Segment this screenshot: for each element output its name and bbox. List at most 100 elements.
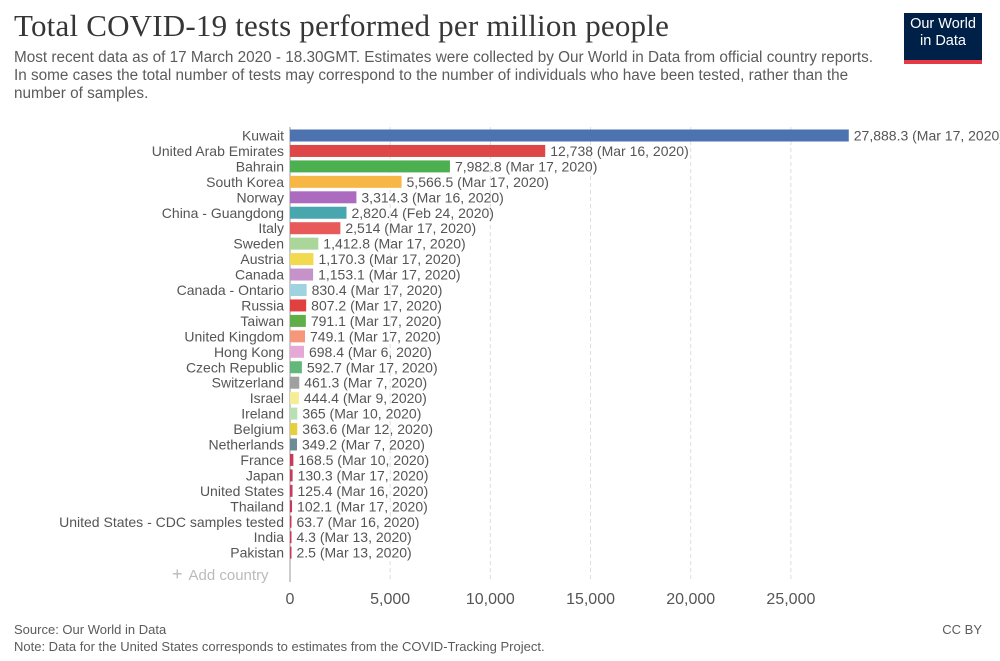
bar[interactable] bbox=[290, 175, 402, 188]
category-label: Austria bbox=[240, 251, 284, 267]
value-label: 5,566.5 (Mar 17, 2020) bbox=[407, 174, 549, 190]
category-label: Norway bbox=[237, 189, 284, 205]
bar[interactable] bbox=[290, 299, 307, 312]
bar[interactable] bbox=[290, 438, 297, 451]
bar[interactable] bbox=[290, 423, 298, 436]
category-label: Belgium bbox=[233, 421, 284, 437]
bar[interactable] bbox=[290, 160, 450, 173]
x-tick-label: 0 bbox=[286, 591, 295, 608]
value-label: 444.4 (Mar 9, 2020) bbox=[304, 390, 427, 406]
chart-subtitle: Most recent data as of 17 March 2020 - 1… bbox=[14, 49, 873, 102]
category-label: United States bbox=[200, 483, 284, 499]
add-country-button[interactable]: + Add country bbox=[172, 564, 269, 585]
category-label: Bahrain bbox=[236, 158, 284, 174]
category-label: China - Guangdong bbox=[162, 205, 284, 221]
bar[interactable] bbox=[290, 206, 347, 219]
value-label: 698.4 (Mar 6, 2020) bbox=[309, 344, 432, 360]
bar[interactable] bbox=[290, 407, 298, 420]
bar[interactable] bbox=[290, 191, 357, 204]
license-link[interactable]: CC BY bbox=[942, 622, 982, 637]
category-label: Canada bbox=[235, 267, 284, 283]
value-label: 7,982.8 (Mar 17, 2020) bbox=[455, 158, 597, 174]
plus-icon: + bbox=[172, 564, 183, 584]
bar[interactable] bbox=[290, 453, 294, 466]
bar[interactable] bbox=[290, 284, 307, 296]
bar[interactable] bbox=[290, 129, 849, 142]
bar[interactable] bbox=[290, 392, 299, 405]
value-labels: 27,888.3 (Mar 17, 2020) 12,738 (Mar 16, 2… bbox=[297, 128, 1000, 561]
owid-logo[interactable]: Our World in Data bbox=[904, 13, 982, 64]
category-label: United Kingdom bbox=[184, 328, 284, 344]
value-label: 4.3 (Mar 13, 2020) bbox=[297, 529, 412, 545]
bar[interactable] bbox=[290, 546, 292, 559]
x-tick-label: 20,000 bbox=[666, 591, 715, 608]
chart-title: Total COVID-19 tests performed per milli… bbox=[14, 8, 670, 43]
category-label: Ireland bbox=[241, 406, 284, 422]
bar[interactable] bbox=[290, 361, 302, 374]
value-label: 1,170.3 (Mar 17, 2020) bbox=[318, 251, 460, 267]
value-label: 125.4 (Mar 16, 2020) bbox=[298, 483, 429, 499]
source-note: Source: Our World in Data bbox=[14, 622, 167, 637]
category-label: Netherlands bbox=[209, 437, 285, 453]
value-label: 461.3 (Mar 7, 2020) bbox=[304, 375, 427, 391]
bar[interactable] bbox=[290, 253, 314, 266]
value-label: 365 (Mar 10, 2020) bbox=[302, 406, 421, 422]
bar[interactable] bbox=[290, 268, 314, 281]
category-label: Pakistan bbox=[230, 545, 284, 561]
value-label: 363.6 (Mar 12, 2020) bbox=[302, 421, 433, 437]
bar[interactable] bbox=[290, 314, 306, 327]
category-label: Czech Republic bbox=[186, 359, 284, 375]
value-label: 168.5 (Mar 10, 2020) bbox=[298, 452, 429, 468]
logo-line-2: in Data bbox=[920, 33, 966, 49]
category-label: South Korea bbox=[206, 174, 284, 190]
value-label: 2,820.4 (Feb 24, 2020) bbox=[352, 205, 494, 221]
bars bbox=[290, 129, 849, 559]
value-label: 749.1 (Mar 17, 2020) bbox=[310, 328, 441, 344]
category-label: United States - CDC samples tested bbox=[59, 514, 284, 530]
bar[interactable] bbox=[290, 376, 300, 389]
value-label: 830.4 (Mar 17, 2020) bbox=[312, 282, 443, 298]
x-tick-label: 25,000 bbox=[766, 591, 815, 608]
category-label: Switzerland bbox=[212, 375, 284, 391]
add-country-label: Add country bbox=[188, 567, 269, 584]
category-label: India bbox=[254, 529, 285, 545]
category-label: Kuwait bbox=[242, 128, 284, 144]
value-label: 63.7 (Mar 16, 2020) bbox=[297, 514, 420, 530]
value-label: 592.7 (Mar 17, 2020) bbox=[307, 359, 438, 375]
footnote: Note: Data for the United States corresp… bbox=[14, 639, 545, 654]
category-label: United Arab Emirates bbox=[152, 143, 284, 159]
value-label: 1,412.8 (Mar 17, 2020) bbox=[323, 236, 465, 252]
value-label: 807.2 (Mar 17, 2020) bbox=[311, 297, 442, 313]
value-label: 3,314.3 (Mar 16, 2020) bbox=[361, 189, 503, 205]
category-label: Thailand bbox=[230, 498, 284, 514]
value-label: 130.3 (Mar 17, 2020) bbox=[298, 467, 429, 483]
bar[interactable] bbox=[290, 469, 293, 482]
value-label: 1,153.1 (Mar 17, 2020) bbox=[318, 267, 460, 283]
category-label: Taiwan bbox=[240, 313, 284, 329]
bar[interactable] bbox=[290, 531, 292, 544]
value-label: 102.1 (Mar 17, 2020) bbox=[297, 498, 428, 514]
value-label: 12,738 (Mar 16, 2020) bbox=[550, 143, 689, 159]
value-label: 2.5 (Mar 13, 2020) bbox=[297, 545, 412, 561]
bar[interactable] bbox=[290, 515, 292, 528]
bar[interactable] bbox=[290, 330, 306, 343]
bar[interactable] bbox=[290, 500, 293, 513]
category-label: Italy bbox=[258, 220, 284, 236]
x-tick-label: 10,000 bbox=[466, 591, 515, 608]
bar[interactable] bbox=[290, 144, 546, 157]
value-label: 791.1 (Mar 17, 2020) bbox=[311, 313, 442, 329]
value-label: 2,514 (Mar 17, 2020) bbox=[345, 220, 476, 236]
x-tick-label: 15,000 bbox=[566, 591, 615, 608]
logo-line-1: Our World bbox=[910, 16, 976, 32]
value-label: 349.2 (Mar 7, 2020) bbox=[302, 437, 425, 453]
category-label: France bbox=[240, 452, 284, 468]
bar[interactable] bbox=[290, 484, 293, 497]
x-axis-ticks: 0 5,000 10,000 15,000 20,000 25,000 bbox=[286, 591, 816, 608]
category-label: Canada - Ontario bbox=[177, 282, 285, 298]
bar[interactable] bbox=[290, 222, 341, 235]
bar[interactable] bbox=[290, 237, 319, 250]
bar[interactable] bbox=[290, 345, 304, 358]
category-label: Sweden bbox=[233, 236, 284, 252]
